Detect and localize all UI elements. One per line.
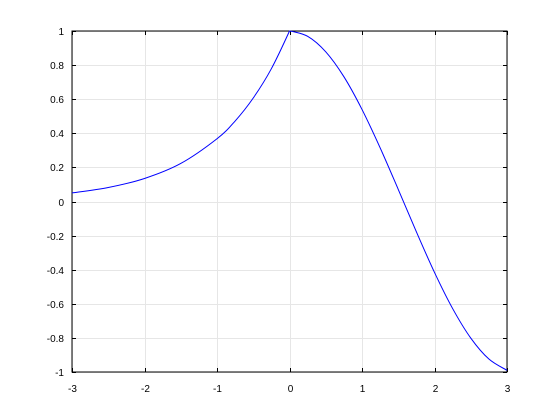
ticks: [72, 31, 508, 373]
y-tick-label: 0.8: [50, 61, 64, 72]
y-tick-label: -1: [55, 368, 64, 379]
x-tick-label: 1: [360, 384, 366, 395]
x-tick-label: -3: [68, 384, 77, 395]
plot-frame: [71, 30, 508, 373]
y-tick-label: 0.2: [50, 163, 64, 174]
y-tick-labels: -1 -0.8 -0.6 -0.4 -0.2 0 0.2 0.4 0.6 0.8 1: [47, 27, 65, 379]
series-line: [71, 30, 508, 371]
y-tick-label: 0: [58, 198, 64, 209]
y-tick-label: 0.6: [50, 95, 64, 106]
x-tick-label: 0: [288, 384, 294, 395]
y-tick-label: -0.8: [47, 334, 65, 345]
y-tick-label: -0.2: [47, 232, 65, 243]
x-tick-label: -2: [141, 384, 150, 395]
y-tick-label: -0.4: [47, 266, 65, 277]
x-tick-label: 3: [505, 384, 511, 395]
y-tick-label: -0.6: [47, 300, 65, 311]
x-tick-label: 2: [433, 384, 439, 395]
y-tick-label: 1: [58, 27, 64, 38]
x-tick-label: -1: [213, 384, 222, 395]
x-tick-labels: -3 -2 -1 0 1 2 3: [68, 384, 511, 395]
grid: [72, 31, 508, 373]
y-tick-label: 0.4: [50, 129, 64, 140]
